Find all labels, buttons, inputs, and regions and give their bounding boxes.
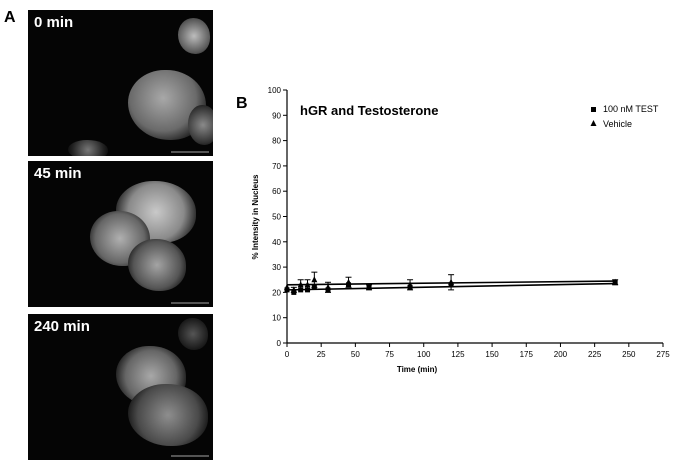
data-point-triangle xyxy=(297,281,304,288)
data-point-triangle xyxy=(325,283,332,290)
data-point-triangle xyxy=(311,276,318,283)
panel-a-letter: A xyxy=(4,9,16,26)
scale-bar xyxy=(171,151,209,153)
y-tick-label: 60 xyxy=(272,187,281,196)
intensity-chart: 0 25 50 75 100 125 150 175 200 225 250 275 0 10 20 30 40… xyxy=(251,86,670,374)
x-tick-label: 125 xyxy=(451,350,465,359)
x-tick-label: 50 xyxy=(351,350,360,359)
y-tick-label: 70 xyxy=(272,162,281,171)
cell-image xyxy=(128,239,186,291)
chart-title: hGR and Testosterone xyxy=(300,103,438,118)
data-point-triangle xyxy=(345,278,352,285)
y-tick-label: 30 xyxy=(272,263,281,272)
x-tick-label: 0 xyxy=(285,350,290,359)
data-point-triangle xyxy=(366,283,373,290)
x-tick-label: 225 xyxy=(588,350,602,359)
x-tick-label: 200 xyxy=(554,350,568,359)
timepoint-label: 0 min xyxy=(34,14,74,31)
data-point-triangle xyxy=(284,283,290,290)
y-tick-label: 10 xyxy=(272,314,281,323)
x-tick-label: 150 xyxy=(485,350,499,359)
x-tick-label: 100 xyxy=(417,350,431,359)
y-tick-label: 50 xyxy=(272,213,281,222)
legend-marker-square xyxy=(591,107,596,112)
cell-image xyxy=(188,105,213,145)
legend-label: Vehicle xyxy=(603,119,632,129)
timepoint-label: 45 min xyxy=(34,165,82,182)
cell-image xyxy=(178,318,208,350)
x-axis-label: Time (min) xyxy=(397,365,438,374)
y-tick-label: 0 xyxy=(277,339,282,348)
scale-bar xyxy=(171,302,209,304)
data-point-square xyxy=(284,287,290,293)
x-tick-label: 175 xyxy=(520,350,534,359)
data-point-triangle xyxy=(304,281,311,288)
micrograph-240min: 240 min xyxy=(28,314,213,460)
y-tick-label: 80 xyxy=(272,137,281,146)
data-point-triangle xyxy=(612,278,619,285)
y-tick-label: 100 xyxy=(268,86,282,95)
y-axis-label: % Intensity in Nucleus xyxy=(251,174,260,259)
x-tick-label: 25 xyxy=(317,350,326,359)
x-tick-label: 275 xyxy=(656,350,670,359)
scale-bar xyxy=(171,455,209,457)
legend-marker-triangle xyxy=(590,120,597,126)
data-point-triangle xyxy=(448,278,455,285)
legend-label: 100 nM TEST xyxy=(603,104,659,114)
legend: 100 nM TEST Vehicle xyxy=(590,104,659,129)
cell-image xyxy=(68,140,108,156)
cell-image xyxy=(128,384,208,446)
panel-b-letter: B xyxy=(236,95,248,112)
micrograph-0min: 0 min xyxy=(28,10,213,156)
timepoint-label: 240 min xyxy=(34,318,90,335)
cell-image xyxy=(178,18,210,54)
y-tick-label: 90 xyxy=(272,111,281,120)
x-tick-label: 75 xyxy=(385,350,394,359)
y-tick-label: 20 xyxy=(272,288,281,297)
y-tick-label: 40 xyxy=(272,238,281,247)
data-point-triangle xyxy=(290,286,297,293)
data-point-triangle xyxy=(407,281,414,288)
micrograph-45min: 45 min xyxy=(28,161,213,307)
x-tick-label: 250 xyxy=(622,350,636,359)
